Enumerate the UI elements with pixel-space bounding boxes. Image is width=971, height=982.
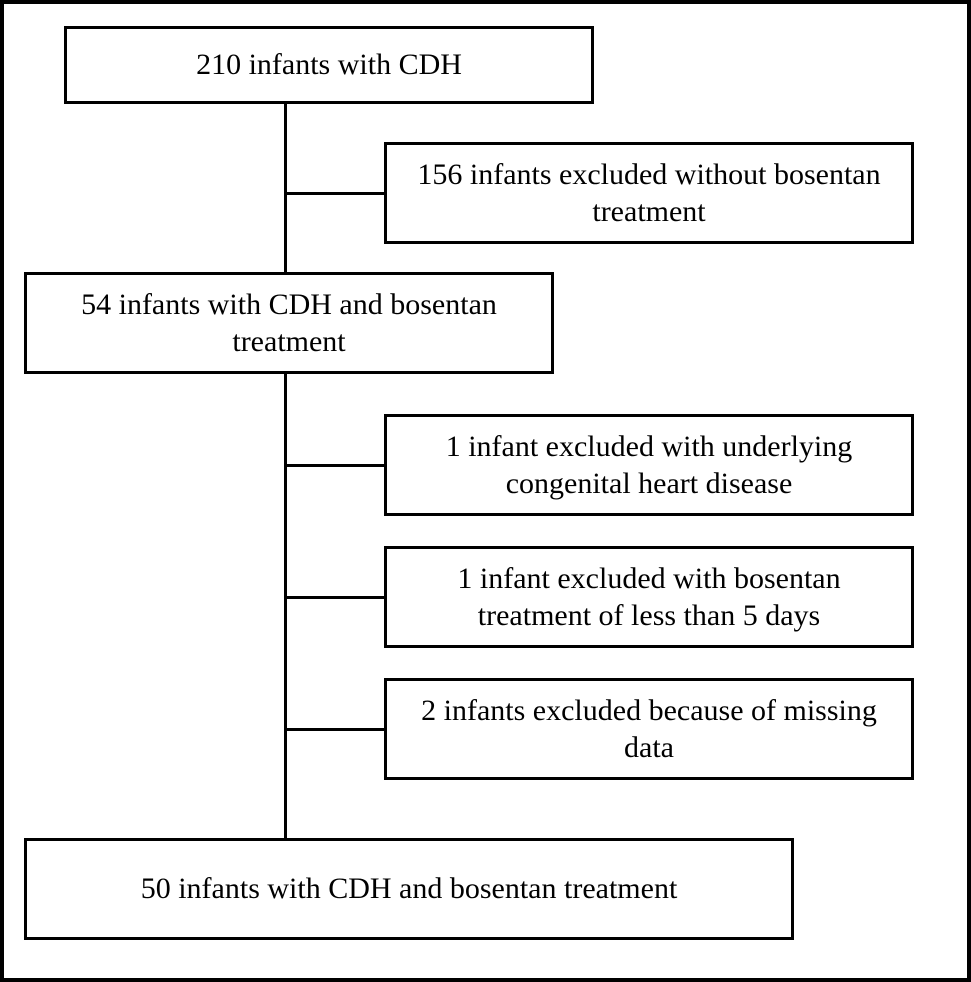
node-initial-cohort: 210 infants with CDH	[64, 26, 594, 104]
node-label: 50 infants with CDH and bosentan treatme…	[141, 870, 678, 908]
node-label: 1 infant excluded with bosentan treatmen…	[403, 560, 895, 635]
node-excluded-heart-disease: 1 infant excluded with underlying congen…	[384, 414, 914, 516]
flowchart-canvas: 210 infants with CDH 156 infants exclude…	[0, 0, 971, 982]
connector-vertical-2	[284, 374, 287, 838]
node-label: 2 infants excluded because of missing da…	[403, 692, 895, 767]
connector-vertical-1	[284, 104, 287, 272]
node-label: 210 infants with CDH	[196, 46, 462, 84]
connector-h-4	[284, 728, 384, 731]
node-label: 1 infant excluded with underlying congen…	[403, 428, 895, 503]
node-label: 156 infants excluded without bosentan tr…	[403, 156, 895, 231]
node-excluded-short-treatment: 1 infant excluded with bosentan treatmen…	[384, 546, 914, 648]
node-label: 54 infants with CDH and bosentan treatme…	[43, 286, 535, 361]
connector-h-2	[284, 464, 384, 467]
connector-h-1	[284, 192, 384, 195]
node-excluded-no-bosentan: 156 infants excluded without bosentan tr…	[384, 142, 914, 244]
node-final-cohort: 50 infants with CDH and bosentan treatme…	[24, 838, 794, 940]
node-excluded-missing-data: 2 infants excluded because of missing da…	[384, 678, 914, 780]
connector-h-3	[284, 596, 384, 599]
node-54-with-bosentan: 54 infants with CDH and bosentan treatme…	[24, 272, 554, 374]
